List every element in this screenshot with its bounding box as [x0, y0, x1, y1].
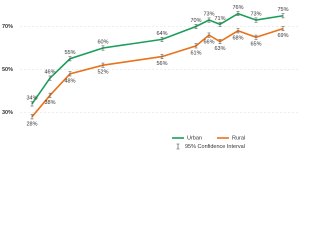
error-bar [68, 71, 72, 77]
error-bar [160, 37, 164, 42]
legend-label: Urban [187, 135, 202, 141]
error-bar [218, 21, 222, 27]
data-label: 73% [250, 12, 261, 18]
data-label: 76% [232, 5, 243, 11]
error-bar [254, 17, 258, 23]
y-tick-label: 50% [2, 67, 13, 73]
data-label: 46% [44, 70, 55, 76]
error-bar [160, 54, 164, 59]
error-bar [48, 75, 52, 81]
error-bar [207, 32, 211, 38]
data-label: 61% [190, 50, 201, 56]
y-tick-label: 30% [2, 110, 13, 116]
data-label: 56% [156, 61, 167, 67]
error-bar [218, 39, 222, 44]
data-label: 69% [277, 33, 288, 39]
data-label: 66% [203, 40, 214, 46]
data-label: 60% [97, 39, 108, 45]
legend-label: Rural [232, 135, 245, 141]
error-bar [236, 28, 240, 34]
error-bar [30, 114, 34, 120]
data-label: 48% [64, 78, 75, 84]
line [31, 27, 284, 118]
data-label: 55% [64, 50, 75, 56]
error-bar [254, 34, 258, 40]
error-bar [281, 26, 285, 32]
line [31, 12, 284, 105]
error-bar [48, 92, 52, 98]
data-label: 63% [214, 46, 225, 52]
error-bar [101, 62, 105, 68]
data-label: 71% [214, 16, 225, 22]
legend-ci-symbol [176, 143, 180, 150]
legend-ci-label: 95% Confidence Interval [185, 144, 245, 150]
error-bar [194, 43, 198, 49]
data-label: 73% [203, 12, 214, 18]
data-label: 64% [156, 31, 167, 37]
chart: 30%50%70%34%46%55%60%64%70%73%71%76%73%7… [2, 5, 298, 150]
data-label: 68% [232, 35, 243, 41]
data-label: 38% [44, 100, 55, 106]
data-label: 75% [277, 7, 288, 13]
data-label: 28% [26, 121, 37, 127]
error-bar [194, 24, 198, 29]
data-label: 70% [190, 18, 201, 24]
y-tick-label: 70% [2, 24, 13, 30]
data-label: 34% [26, 95, 37, 101]
error-bar [281, 13, 285, 19]
error-bar [68, 56, 72, 62]
error-bar [236, 11, 240, 16]
error-bar [101, 45, 105, 51]
data-label: 52% [97, 70, 108, 76]
error-bar [207, 17, 211, 23]
data-label: 65% [250, 42, 261, 48]
error-bar [30, 101, 34, 107]
